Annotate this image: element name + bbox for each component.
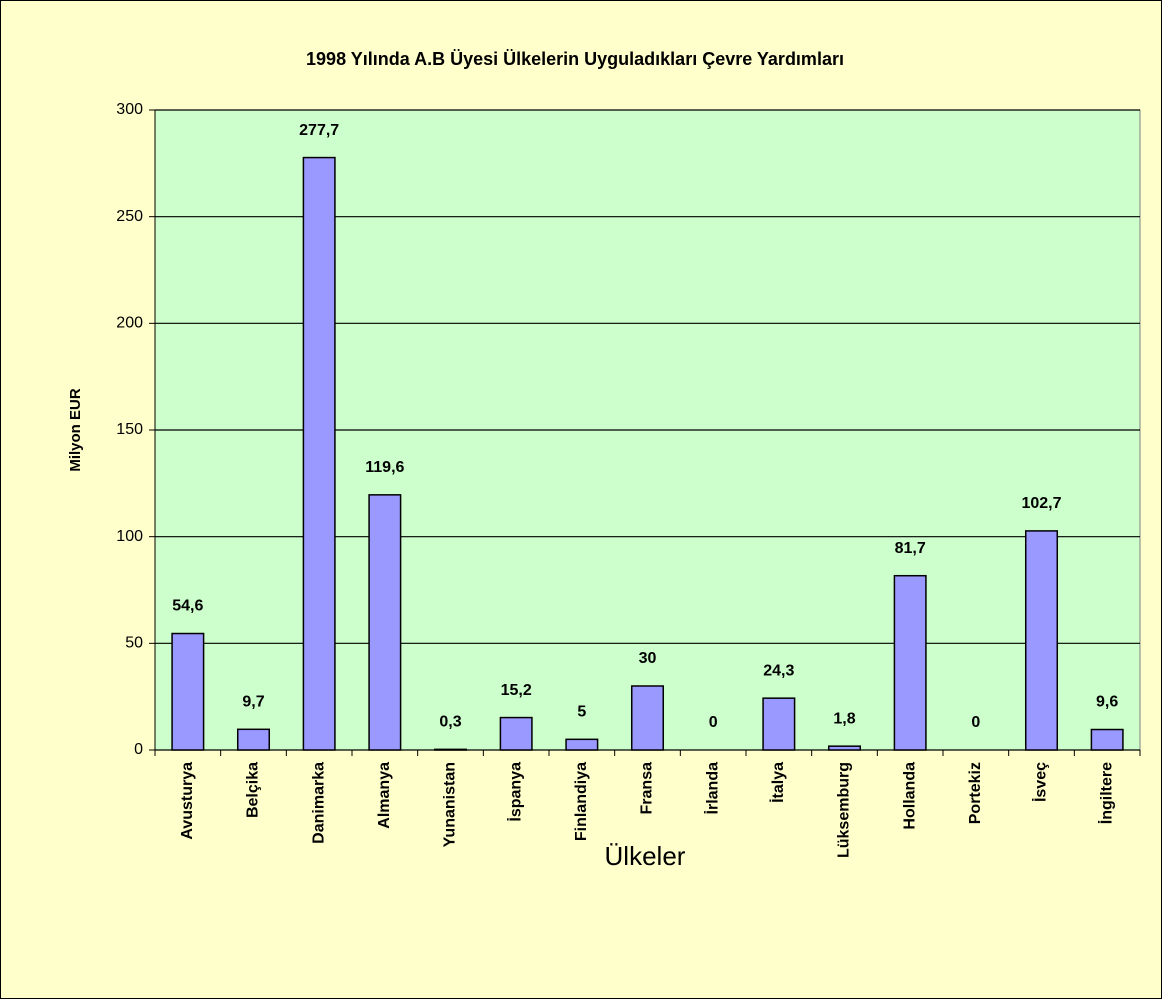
data-label: 0,3 (439, 714, 461, 731)
bar (171, 632, 205, 751)
data-label: 54,6 (172, 598, 203, 615)
x-tick-label: Lüksemburg (836, 762, 853, 858)
data-label: 1,8 (833, 710, 855, 727)
x-tick-label: İrlanda (703, 762, 721, 815)
bar (1024, 530, 1059, 751)
data-label: 24,3 (763, 662, 794, 679)
x-axis-title: Ülkeler (605, 841, 686, 871)
y-tick-label: 300 (116, 101, 143, 118)
data-label: 30 (639, 650, 657, 667)
x-tick-label: Almanya (376, 762, 393, 829)
chart-title: 1998 Yılında A.B Üyesi Ülkelerin Uygulad… (306, 49, 844, 69)
bar (762, 697, 796, 751)
data-label: 9,6 (1096, 694, 1118, 711)
bar (565, 738, 599, 751)
bar (236, 728, 271, 751)
x-tick-label: Fransa (639, 762, 656, 815)
data-label: 0 (971, 714, 980, 731)
x-tick-label: İtalya (769, 762, 787, 803)
data-label: 102,7 (1021, 495, 1061, 512)
y-tick-label: 200 (116, 315, 143, 332)
bar (433, 748, 468, 751)
y-tick-label: 0 (134, 741, 143, 758)
x-tick-label: Finlandiya (573, 762, 590, 841)
bar (893, 574, 927, 751)
x-tick-label: Danimarka (310, 762, 327, 844)
x-tick-label: Belçika (245, 762, 262, 818)
y-tick-label: 150 (116, 421, 143, 438)
data-label: 9,7 (242, 694, 264, 711)
x-tick-label: İspanya (506, 762, 524, 822)
bar (302, 156, 336, 751)
x-tick-label: Portekiz (967, 762, 984, 824)
y-tick-label: 250 (116, 208, 143, 225)
x-tick-label: Avusturya (179, 762, 196, 840)
x-tick-label: Hollanda (901, 762, 918, 830)
data-label: 119,6 (365, 459, 404, 476)
y-tick-label: 50 (125, 635, 143, 652)
bar (827, 745, 862, 751)
data-label: 0 (709, 714, 718, 731)
y-axis-title: Milyon EUR (67, 388, 84, 472)
bar (630, 685, 665, 751)
data-label: 5 (577, 704, 586, 721)
bar (368, 494, 402, 751)
data-label: 277,7 (299, 122, 339, 139)
y-tick-label: 100 (116, 528, 143, 545)
data-label: 81,7 (895, 540, 926, 557)
bar (1090, 728, 1124, 751)
x-tick-label: İsveç (1032, 762, 1050, 802)
x-tick-label: Yunanistan (442, 762, 459, 847)
data-label: 15,2 (501, 682, 532, 699)
x-tick-label: İngiltere (1097, 762, 1115, 824)
bar (499, 716, 533, 751)
